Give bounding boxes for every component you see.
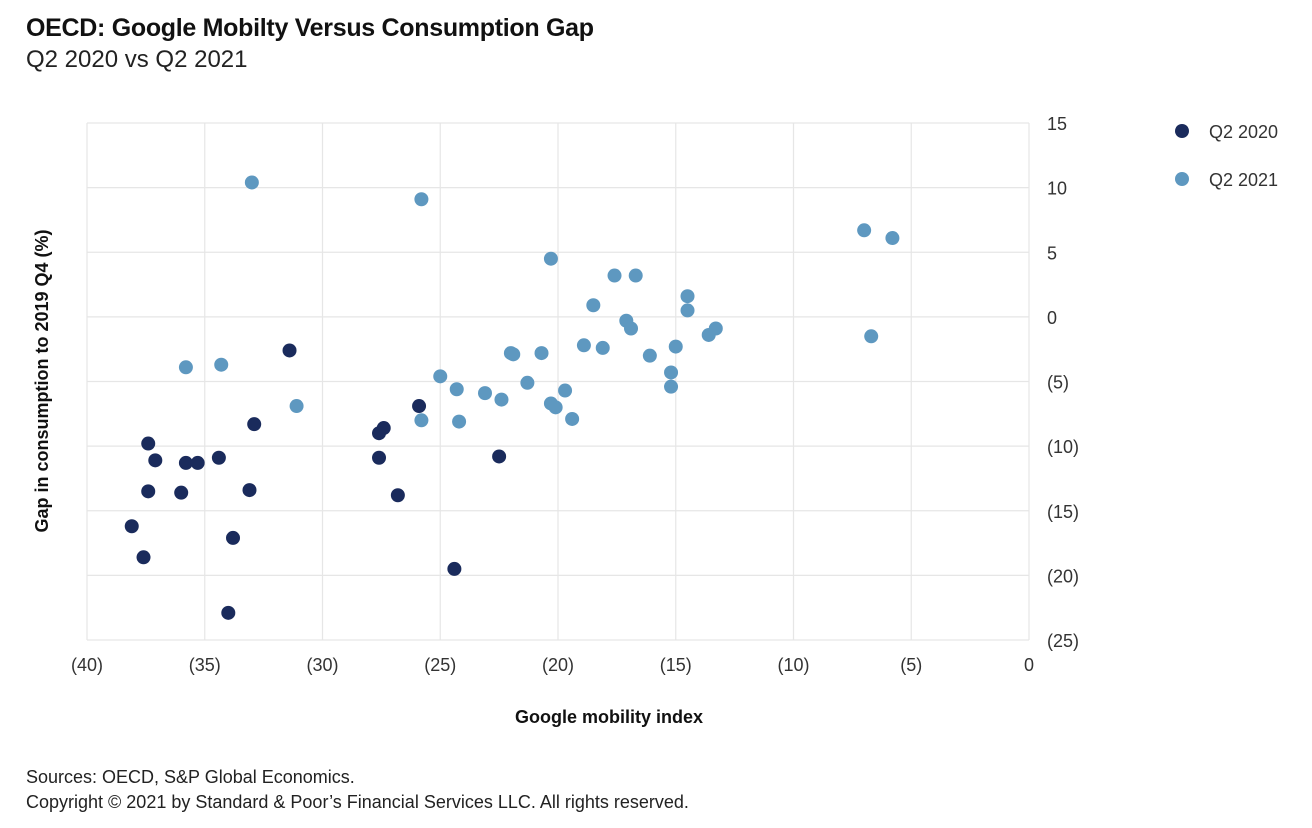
- data-point-q2-2020: [242, 483, 257, 498]
- data-point-q2-2021: [543, 251, 558, 266]
- data-point-q2-2021: [586, 298, 601, 313]
- chart-subtitle: Q2 2020 vs Q2 2021: [26, 46, 248, 73]
- data-point-q2-2021: [452, 414, 467, 429]
- data-point-q2-2020: [221, 605, 236, 620]
- data-point-q2-2020: [282, 343, 297, 358]
- data-point-q2-2021: [885, 231, 900, 246]
- data-point-q2-2021: [864, 329, 879, 344]
- y-tick-label: (10): [1047, 437, 1079, 457]
- x-tick-label: (10): [777, 655, 809, 675]
- x-tick-label: (20): [542, 655, 574, 675]
- data-point-q2-2020: [492, 449, 507, 464]
- y-tick-label: (20): [1047, 566, 1079, 586]
- data-point-q2-2020: [211, 450, 226, 465]
- data-point-q2-2020: [178, 455, 193, 470]
- data-point-q2-2020: [136, 550, 151, 565]
- data-point-q2-2021: [680, 303, 695, 318]
- x-tick-label: (25): [424, 655, 456, 675]
- data-point-q2-2021: [520, 375, 535, 390]
- y-axis-title: Gap in consumption to 2019 Q4 (%): [32, 229, 52, 532]
- data-point-q2-2021: [668, 339, 683, 354]
- data-point-q2-2020: [226, 530, 241, 545]
- data-point-q2-2021: [607, 268, 622, 283]
- data-point-q2-2021: [664, 365, 679, 380]
- data-point-q2-2021: [664, 379, 679, 394]
- data-point-q2-2020: [447, 561, 462, 576]
- data-point-q2-2021: [289, 399, 304, 414]
- data-point-q2-2020: [190, 455, 205, 470]
- y-tick-label: 5: [1047, 243, 1057, 263]
- data-point-q2-2020: [148, 453, 163, 468]
- data-point-q2-2020: [372, 450, 387, 465]
- copyright-note: Copyright © 2021 by Standard & Poor’s Fi…: [26, 792, 689, 812]
- x-tick-label: (30): [306, 655, 338, 675]
- gridlines: [86, 122, 1030, 641]
- data-point-q2-2020: [174, 485, 189, 500]
- data-point-q2-2021: [494, 392, 509, 407]
- x-tick-label: 0: [1024, 655, 1034, 675]
- data-point-q2-2020: [390, 488, 405, 503]
- data-point-q2-2021: [244, 175, 259, 190]
- x-tick-label: (40): [71, 655, 103, 675]
- x-tick-label: (5): [900, 655, 922, 675]
- data-point-q2-2021: [624, 321, 639, 336]
- legend-label: Q2 2020: [1209, 122, 1278, 142]
- data-point-q2-2021: [534, 346, 549, 361]
- data-point-q2-2021: [628, 268, 643, 283]
- y-axis-ticks: 15 10 5 0 (5) (10) (15) (20) (25): [1047, 114, 1079, 651]
- data-point-q2-2021: [214, 357, 229, 372]
- x-tick-label: (35): [189, 655, 221, 675]
- data-point-q2-2021: [558, 383, 573, 398]
- chart-title: OECD: Google Mobilty Versus Consumption …: [26, 14, 594, 42]
- data-point-q2-2021: [857, 223, 872, 238]
- y-tick-label: (5): [1047, 373, 1069, 393]
- data-point-q2-2021: [565, 411, 580, 426]
- data-point-q2-2021: [506, 347, 521, 362]
- data-point-q2-2020: [141, 436, 156, 451]
- data-point-q2-2021: [642, 348, 657, 363]
- x-axis-ticks: (40) (35) (30) (25) (20) (15) (10) (5) 0: [71, 655, 1034, 675]
- data-point-q2-2020: [372, 426, 387, 441]
- data-point-q2-2021: [433, 369, 448, 384]
- data-point-q2-2021: [576, 338, 591, 353]
- data-point-q2-2021: [414, 413, 429, 428]
- x-tick-label: (15): [660, 655, 692, 675]
- data-point-q2-2020: [124, 519, 139, 534]
- sources-note: Sources: OECD, S&P Global Economics.: [26, 767, 355, 787]
- legend-label: Q2 2021: [1209, 170, 1278, 190]
- y-tick-label: (15): [1047, 502, 1079, 522]
- x-axis-title: Google mobility index: [515, 707, 703, 727]
- data-point-q2-2020: [247, 417, 262, 432]
- data-point-q2-2021: [680, 289, 695, 304]
- data-points: [124, 175, 900, 620]
- legend-marker: [1175, 124, 1189, 138]
- legend: Q2 2020 Q2 2021: [1175, 122, 1278, 190]
- data-point-q2-2021: [548, 400, 563, 415]
- y-tick-label: 10: [1047, 179, 1067, 199]
- y-tick-label: 0: [1047, 308, 1057, 328]
- data-point-q2-2021: [701, 327, 716, 342]
- data-point-q2-2020: [412, 399, 427, 414]
- data-point-q2-2021: [595, 340, 610, 355]
- y-tick-label: 15: [1047, 114, 1067, 134]
- data-point-q2-2021: [449, 382, 464, 397]
- data-point-q2-2021: [178, 360, 193, 375]
- y-tick-label: (25): [1047, 631, 1079, 651]
- data-point-q2-2021: [414, 192, 429, 207]
- legend-marker: [1175, 172, 1189, 186]
- data-point-q2-2021: [477, 386, 492, 401]
- data-point-q2-2020: [141, 484, 156, 499]
